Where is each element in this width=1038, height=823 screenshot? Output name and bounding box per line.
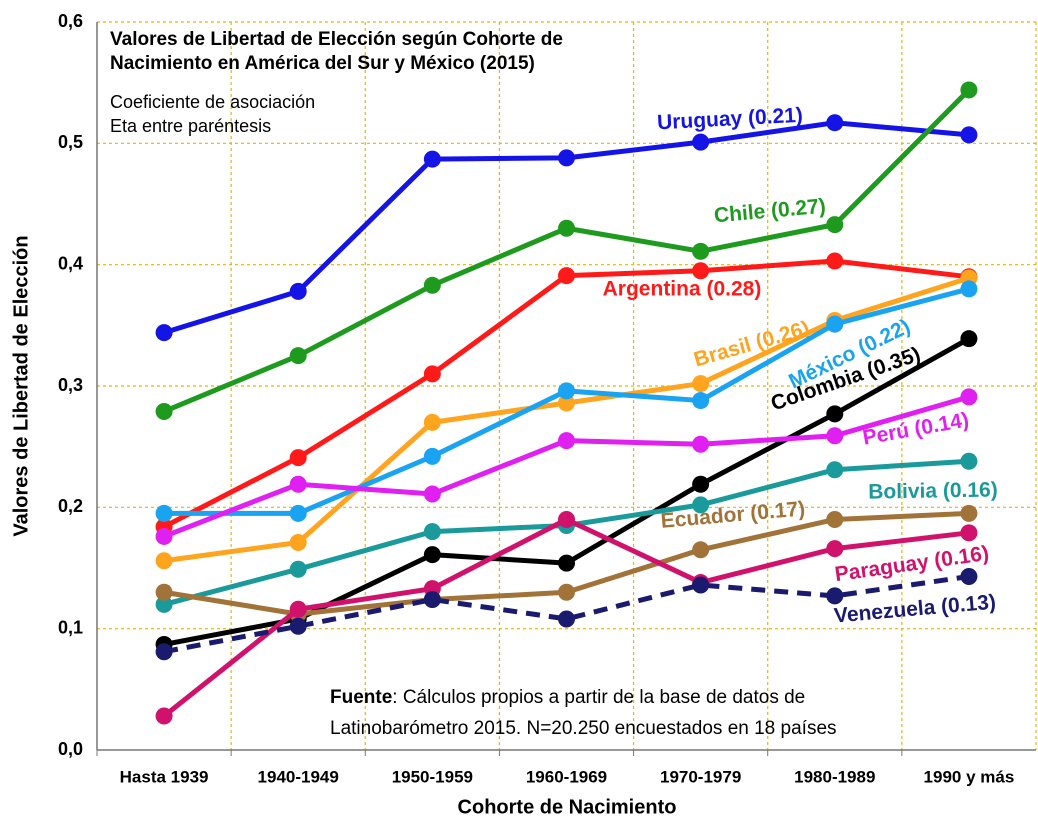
data-point: [826, 216, 844, 234]
data-point: [692, 435, 710, 453]
source-label: Fuente: [330, 687, 392, 708]
data-point: [692, 392, 710, 410]
data-point: [826, 510, 844, 528]
x-tick-label: 1970-1979: [660, 767, 741, 786]
data-point: [423, 150, 441, 168]
data-point: [558, 432, 575, 450]
data-point: [960, 388, 978, 406]
data-point: [289, 347, 307, 365]
data-point: [826, 405, 844, 423]
data-point: [558, 267, 575, 285]
series-label: Venezuela (0.13): [833, 591, 997, 628]
source-text: : Cálculos propios a partir de la base d…: [392, 687, 805, 708]
data-point: [960, 330, 978, 348]
data-point: [558, 554, 575, 572]
data-point: [155, 583, 173, 601]
data-point: [692, 576, 710, 594]
data-point: [155, 643, 173, 661]
source: Latinobarómetro 2015. N=20.250 encuestad…: [330, 718, 837, 739]
y-tick-label: 0,6: [58, 11, 83, 31]
y-tick-label: 0,0: [58, 739, 83, 759]
subtitle: Eta entre paréntesis: [110, 116, 271, 136]
y-tick-label: 0,1: [58, 617, 83, 637]
data-point: [289, 534, 307, 552]
x-tick-label: 1990 y más: [924, 767, 1015, 786]
data-point: [960, 280, 978, 298]
data-point: [826, 114, 844, 132]
data-point: [692, 496, 710, 514]
chart-title: Nacimiento en América del Sur y México (…: [110, 53, 535, 74]
data-point: [558, 583, 575, 601]
y-tick-label: 0,4: [58, 253, 83, 273]
x-tick-label: Hasta 1939: [120, 767, 209, 786]
data-point: [289, 449, 307, 467]
data-point: [960, 81, 978, 99]
x-tick-label: 1950-1959: [392, 767, 473, 786]
data-point: [826, 252, 844, 270]
y-axis-title: Valores de Libertad de Elección: [10, 235, 32, 536]
data-point: [692, 475, 710, 493]
data-point: [960, 567, 978, 585]
data-point: [289, 282, 307, 300]
data-point: [826, 427, 844, 445]
series-label: Brasil (0.26): [691, 317, 812, 372]
data-point: [692, 541, 710, 559]
data-point: [289, 475, 307, 493]
data-point: [558, 610, 575, 628]
series-label: Bolivia (0.16): [868, 478, 998, 503]
data-point: [826, 540, 844, 558]
data-point: [826, 461, 844, 479]
data-point: [558, 149, 575, 167]
x-axis-title: Cohorte de Nacimiento: [458, 796, 677, 818]
series-label: Chile (0.27): [713, 195, 827, 228]
data-point: [155, 595, 173, 613]
chart-title: Valores de Libertad de Elección según Co…: [110, 29, 563, 50]
data-point: [155, 527, 173, 545]
data-point: [826, 315, 844, 333]
data-point: [692, 133, 710, 151]
data-point: [289, 560, 307, 578]
subtitle: Coeficiente de asociación: [110, 92, 315, 112]
data-point: [960, 504, 978, 522]
data-point: [423, 447, 441, 465]
data-point: [423, 365, 441, 383]
series-label: Argentina (0.28): [603, 278, 762, 301]
data-point: [826, 587, 844, 605]
data-point: [960, 126, 978, 144]
x-tick-label: 1960-1969: [526, 767, 607, 786]
data-point: [155, 552, 173, 570]
data-point: [423, 276, 441, 294]
data-point: [558, 219, 575, 237]
data-point: [558, 510, 575, 528]
data-point: [155, 324, 173, 342]
data-point: [423, 591, 441, 609]
data-point: [960, 452, 978, 470]
data-point: [558, 394, 575, 412]
data-point: [289, 600, 307, 618]
data-point: [289, 617, 307, 635]
source: Fuente: Cálculos propios a partir de la …: [330, 687, 805, 708]
data-point: [423, 546, 441, 564]
data-point: [692, 242, 710, 260]
x-tick-label: 1940-1949: [258, 767, 339, 786]
y-tick-label: 0,3: [58, 375, 83, 395]
series-label: Ecuador (0.17): [660, 497, 806, 533]
data-point: [558, 382, 575, 400]
data-point: [423, 485, 441, 503]
x-tick-label: 1980-1989: [794, 767, 875, 786]
data-point: [155, 504, 173, 522]
data-point: [155, 707, 173, 725]
data-point: [423, 413, 441, 431]
data-point: [692, 375, 710, 393]
data-point: [289, 504, 307, 522]
y-tick-label: 0,5: [58, 132, 83, 152]
y-tick-label: 0,2: [58, 496, 83, 516]
data-point: [960, 524, 978, 542]
data-point: [423, 523, 441, 541]
data-point: [692, 262, 710, 280]
data-point: [155, 402, 173, 420]
